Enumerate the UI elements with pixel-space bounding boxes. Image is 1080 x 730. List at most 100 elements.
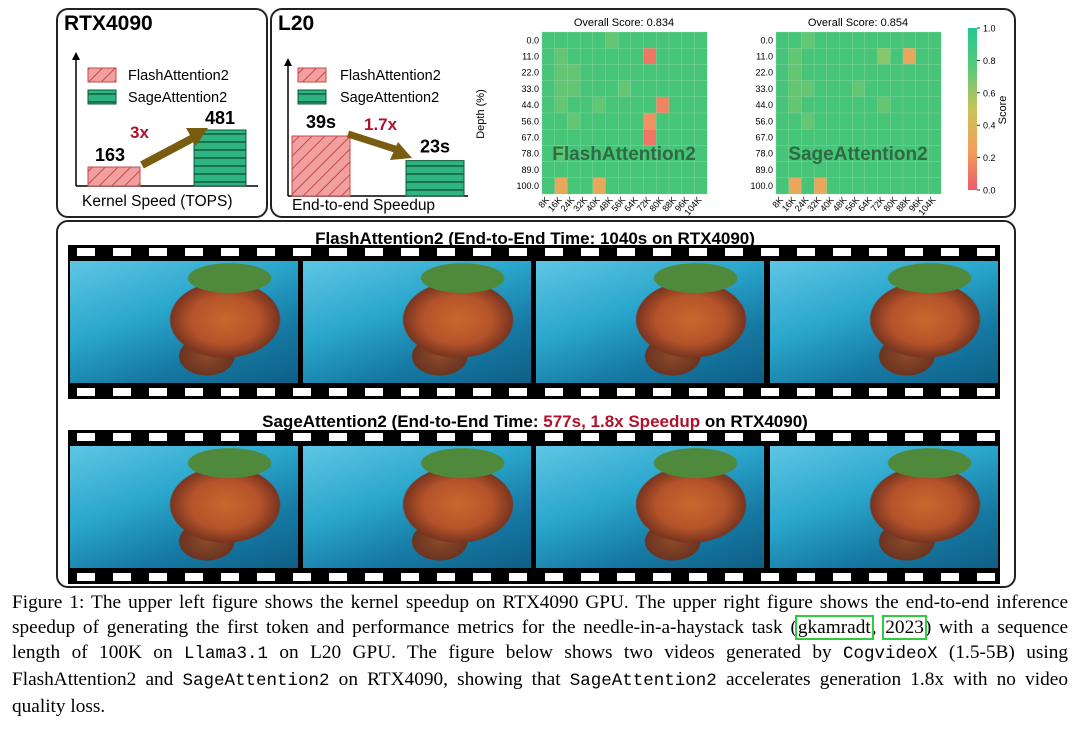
- heatmap-y-tick: 0.0: [526, 35, 539, 45]
- l20-chart: FlashAttention2 SageAttention2 39s 23s 1.…: [284, 17, 1009, 216]
- bar-value-label: 163: [95, 145, 125, 165]
- colorbar-tick-label: 0.8: [983, 56, 996, 66]
- heatmap-cell: [775, 64, 789, 81]
- filmstrip-holes-top: [68, 430, 1000, 444]
- heatmap-cell: [668, 31, 682, 49]
- kernel-speed-panel: RTX4090 FlashAttention2 SageAttention2 1…: [56, 8, 268, 218]
- heatmap-cell: [618, 96, 632, 114]
- video-flash-title: FlashAttention2 (End-to-End Time: 1040s …: [315, 229, 755, 248]
- speedup-arrow: [140, 134, 195, 169]
- heatmap-cell: [801, 112, 815, 130]
- heatmap-cell: [890, 48, 904, 65]
- heatmap-cell: [643, 80, 657, 97]
- heatmap-cell: [788, 112, 802, 130]
- heatmap-cell: [592, 80, 606, 97]
- heatmap-cell: [579, 64, 593, 81]
- heatmap-cell: [605, 31, 619, 49]
- heatmap-cell: [788, 48, 802, 65]
- heatmap-cell: [592, 112, 606, 130]
- heatmap-cell: [694, 112, 708, 130]
- heatmap-flash-title: Overall Score: 0.834: [574, 17, 674, 29]
- heatmap-cell: [864, 31, 878, 49]
- heatmap-cell: [801, 31, 815, 49]
- heatmap-cell: [852, 64, 866, 81]
- heatmap-cell: [801, 177, 815, 195]
- filmstrip-holes-bottom: [68, 570, 1000, 584]
- heatmap-cell: [541, 64, 555, 81]
- l20-bars: 39s 23s: [291, 112, 465, 197]
- heatmap-cell: [902, 129, 916, 146]
- heatmap-cell: [864, 112, 878, 130]
- heatmap-cell: [877, 48, 891, 65]
- legend-swatch-sage: [297, 89, 327, 105]
- colorbar-tick-label: 0.4: [983, 121, 996, 131]
- heatmap-y-tick: 89.0: [521, 165, 539, 175]
- heatmap-cell: [902, 48, 916, 65]
- l20-panel: L20 FlashAttention2 SageAttention2 39s 23…: [270, 8, 1016, 218]
- heatmap-cell: [877, 112, 891, 130]
- caption-part-1: Figure 1: The upper left figure shows th…: [12, 592, 1068, 638]
- heatmap-cell: [775, 177, 789, 195]
- heatmap-y-tick: 100.0: [516, 181, 539, 191]
- heatmap-cell: [877, 80, 891, 97]
- heatmap-sage-overlay: SageAttention2: [788, 144, 927, 165]
- heatmap-cell: [928, 112, 942, 130]
- heatmap-cell: [605, 48, 619, 65]
- heatmap-y-tick: 78.0: [755, 149, 773, 159]
- heatmap-cell: [839, 64, 853, 81]
- heatmap-cell: [554, 31, 568, 49]
- heatmap-cell: [592, 96, 606, 114]
- kernel-bars: 163 481: [87, 108, 247, 187]
- heatmap-y-tick: 56.0: [755, 116, 773, 126]
- heatmap-cell: [605, 80, 619, 97]
- heatmap-cell: [788, 31, 802, 49]
- heatmap-cell: [813, 96, 827, 114]
- heatmap-cell: [681, 31, 695, 49]
- heatmap-cell: [579, 96, 593, 114]
- heatmap-cell: [656, 80, 670, 97]
- heatmap-cell: [579, 80, 593, 97]
- colorbar-tick-label: 1.0: [983, 24, 996, 34]
- citation-separator: ,: [871, 617, 885, 638]
- heatmap-cell: [541, 80, 555, 97]
- heatmap-cell: [852, 80, 866, 97]
- heatmap-cell: [915, 31, 929, 49]
- heatmap-cell: [643, 48, 657, 65]
- heatmap-cell: [928, 161, 942, 178]
- heatmap-cell: [554, 80, 568, 97]
- heatmap-cell: [618, 48, 632, 65]
- heatmap-cell: [681, 177, 695, 195]
- heatmap-cell: [801, 96, 815, 114]
- kernel-multiplier-label: 3x: [130, 123, 149, 142]
- heatmap-cell: [554, 64, 568, 81]
- citation-author-link[interactable]: gkamradt: [794, 615, 874, 640]
- heatmap-cell: [541, 112, 555, 130]
- heatmap-cell: [801, 80, 815, 97]
- speedup-arrowhead: [390, 142, 412, 160]
- legend-label-flash: FlashAttention2: [340, 68, 441, 84]
- heatmap-cell: [839, 48, 853, 65]
- caption-llama: Llama3.1: [183, 644, 268, 664]
- heatmap-cell: [681, 48, 695, 65]
- caption-sage-1: SageAttention2: [182, 671, 330, 691]
- heatmap-cell: [656, 64, 670, 81]
- heatmap-cell: [839, 129, 853, 146]
- heatmap-cell: [592, 129, 606, 146]
- heatmap-cell: [928, 96, 942, 114]
- heatmap-cell: [567, 177, 581, 195]
- heatmap-cell: [826, 112, 840, 130]
- legend-label-sage: SageAttention2: [340, 90, 439, 106]
- citation-year-link[interactable]: 2023: [882, 615, 927, 640]
- heatmap-cell: [877, 96, 891, 114]
- video-frame: [70, 261, 298, 383]
- heatmap-cell: [668, 129, 682, 146]
- heatmap-cell: [567, 31, 581, 49]
- heatmap-cell: [928, 80, 942, 97]
- bar-value-label: 481: [205, 108, 235, 128]
- heatmap-cell: [915, 48, 929, 65]
- heatmap-cell: [826, 129, 840, 146]
- heatmap-cell: [630, 64, 644, 81]
- heatmap-cell: [694, 177, 708, 195]
- heatmap-cell: [813, 112, 827, 130]
- heatmap-cell: [630, 112, 644, 130]
